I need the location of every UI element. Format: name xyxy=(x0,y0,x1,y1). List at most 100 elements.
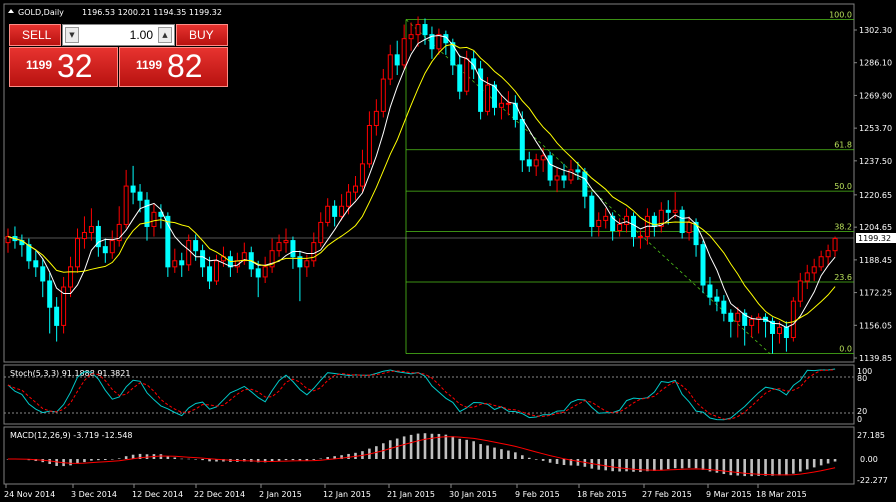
macd-histogram-bar xyxy=(486,445,489,459)
candle-body xyxy=(568,169,574,181)
macd-label-zero: 0.00 xyxy=(860,455,878,464)
macd-histogram-bar xyxy=(312,459,316,460)
sell-button[interactable]: SELL xyxy=(9,24,61,46)
candle-body xyxy=(109,240,115,254)
macd-histogram-bar xyxy=(298,459,302,461)
price-tick-label: 1237.50 xyxy=(859,157,892,166)
macd-histogram-bar xyxy=(778,459,781,476)
lot-size-input[interactable] xyxy=(83,27,153,43)
fib-level-label: 23.6 xyxy=(834,273,852,282)
candle-body xyxy=(631,215,636,238)
buy-button[interactable]: BUY xyxy=(176,24,228,46)
macd-histogram-bar xyxy=(500,449,503,459)
date-tick-label: 21 Jan 2015 xyxy=(387,490,435,499)
lot-decrease-icon[interactable]: ▼ xyxy=(65,27,79,43)
candle-body xyxy=(707,284,713,298)
candle-body xyxy=(533,159,539,167)
candle-body xyxy=(193,240,199,252)
macd-histogram-bar xyxy=(90,459,93,461)
macd-histogram-bar xyxy=(340,455,343,459)
buy-price-main: 1199 xyxy=(136,58,163,72)
candle-body xyxy=(88,225,94,234)
stoch-signal-line xyxy=(7,369,836,420)
macd-histogram-bar xyxy=(472,441,475,459)
price-tick-label: 1139.85 xyxy=(859,354,892,363)
candle-body xyxy=(811,266,817,274)
stochastic-pane-frame xyxy=(3,364,855,425)
price-tick-label: 1204.65 xyxy=(859,223,892,232)
candle-body xyxy=(47,280,53,308)
candle-body xyxy=(332,205,338,217)
fib-level-label: 61.8 xyxy=(834,141,852,150)
macd-histogram-bar xyxy=(201,459,204,461)
main-pane-frame xyxy=(3,3,855,363)
macd-histogram-bar xyxy=(291,459,295,461)
date-tick-label: 2 Jan 2015 xyxy=(259,490,302,499)
macd-histogram-bar xyxy=(833,459,837,462)
date-tick-label: 12 Dec 2014 xyxy=(132,490,183,499)
macd-histogram-bar xyxy=(743,459,746,477)
candle-body xyxy=(492,84,497,108)
macd-histogram-bar xyxy=(507,450,510,459)
date-tick-label: 22 Dec 2014 xyxy=(194,490,245,499)
candle-body xyxy=(346,191,352,207)
macd-histogram-bar xyxy=(666,459,670,470)
macd-histogram-bar xyxy=(194,459,197,460)
macd-histogram-bar xyxy=(180,458,184,460)
macd-histogram-bar xyxy=(187,458,190,460)
candle-body xyxy=(832,238,838,252)
macd-histogram-bar xyxy=(215,459,218,462)
candle-body xyxy=(617,223,623,231)
macd-histogram-bar xyxy=(555,459,559,464)
buy-price-button[interactable]: 1199 82 xyxy=(119,47,228,87)
lot-increase-icon[interactable]: ▲ xyxy=(158,27,172,43)
candle-body xyxy=(214,260,219,282)
candle-body xyxy=(262,266,268,278)
fib-level-label: 0.0 xyxy=(839,345,852,354)
candle-body xyxy=(783,326,789,339)
macd-histogram-bar xyxy=(117,458,121,459)
candle-body xyxy=(665,209,671,213)
candle-body xyxy=(26,244,32,262)
candle-body xyxy=(255,268,261,278)
candle-body xyxy=(818,256,824,268)
candle-body xyxy=(179,260,185,266)
collapse-arrow-icon[interactable] xyxy=(8,9,14,13)
candle-body xyxy=(742,312,748,326)
macd-histogram-bar xyxy=(701,459,705,470)
candle-body xyxy=(276,242,282,252)
candle-body xyxy=(485,84,491,112)
price-tick-label: 1220.65 xyxy=(859,191,892,200)
candle-body xyxy=(436,34,442,50)
macd-histogram-bar xyxy=(715,459,719,473)
candle-body xyxy=(457,64,463,92)
candle-body xyxy=(547,155,553,181)
macd-histogram-bar xyxy=(541,459,545,461)
macd-histogram-bar xyxy=(409,434,413,459)
sell-price-button[interactable]: 1199 32 xyxy=(9,47,118,87)
macd-histogram-bar xyxy=(708,459,712,472)
candle-body xyxy=(519,118,525,161)
macd-histogram-bar xyxy=(569,459,573,466)
macd-histogram-bar xyxy=(326,457,329,459)
current-price-marker: 1199.32 xyxy=(856,233,896,243)
macd-histogram-bar xyxy=(305,459,309,461)
macd-histogram-bar xyxy=(694,459,698,469)
candle-body xyxy=(373,110,379,127)
candle-body xyxy=(401,38,407,66)
date-tick-label: 12 Jan 2015 xyxy=(323,490,371,499)
candle-body xyxy=(596,219,602,227)
macd-histogram-bar xyxy=(208,459,211,462)
candle-body xyxy=(478,68,484,112)
candle-body xyxy=(102,246,108,254)
price-tick-label: 1286.10 xyxy=(859,59,892,68)
candle-body xyxy=(54,306,60,326)
macd-histogram-bar xyxy=(458,438,462,459)
fibonacci-retracement[interactable]: 100.0 61.8 50.0 38.2 23.6 0.0 xyxy=(405,11,854,355)
candle-body xyxy=(797,280,803,302)
macd-histogram-bar xyxy=(604,459,607,471)
ma-fast-line xyxy=(7,34,836,328)
macd-histogram-bar xyxy=(6,459,10,460)
macd-histogram-bar xyxy=(277,459,281,461)
macd-histogram-bar xyxy=(514,452,517,459)
